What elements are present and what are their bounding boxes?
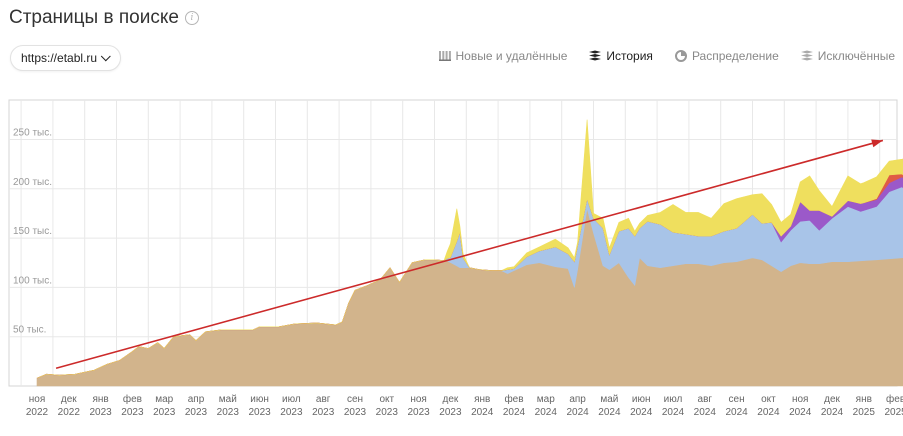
- stack-icon: [589, 50, 602, 61]
- x-tick-year: 2024: [757, 407, 780, 418]
- series-area-yellow: [36, 119, 903, 379]
- x-tick-year: 2023: [376, 407, 399, 418]
- tab-history[interactable]: История: [589, 49, 653, 63]
- x-tick-month: окт: [379, 394, 394, 405]
- tab-new-and-removed[interactable]: Новые и удалённые: [438, 49, 568, 63]
- x-tick-month: июн: [250, 394, 269, 405]
- x-tick-month: апр: [188, 394, 205, 405]
- x-tick-year: 2024: [471, 407, 494, 418]
- x-tick-month: авг: [316, 394, 331, 405]
- x-tick-month: сен: [347, 394, 363, 405]
- view-tabs: Новые и удалённые История Распределение …: [438, 49, 895, 63]
- page-title: Страницы в поиске i: [9, 7, 199, 29]
- x-tick-year: 2022: [58, 407, 81, 418]
- y-tick-label: 100 тыс.: [13, 275, 52, 286]
- tab-distribution-label: Распределение: [691, 49, 779, 63]
- x-tick-year: 2023: [312, 407, 335, 418]
- x-tick-month: янв: [92, 394, 108, 405]
- x-tick-year: 2023: [439, 407, 462, 418]
- x-tick-year: 2022: [26, 407, 49, 418]
- x-tick-month: ноя: [29, 394, 46, 405]
- info-icon[interactable]: i: [184, 11, 199, 25]
- y-tick-label: 50 тыс.: [13, 325, 46, 336]
- x-tick-year: 2023: [185, 407, 208, 418]
- trend-arrow-line: [55, 139, 884, 370]
- pie-icon: [674, 50, 687, 62]
- x-tick-month: май: [219, 394, 237, 405]
- y-tick-label: 200 тыс.: [13, 177, 52, 188]
- x-tick-year: 2024: [789, 407, 812, 418]
- x-tick-year: 2025: [884, 407, 903, 418]
- x-tick-year: 2023: [217, 407, 240, 418]
- x-tick-year: 2024: [566, 407, 589, 418]
- x-tick-year: 2024: [725, 407, 748, 418]
- x-tick-year: 2024: [630, 407, 653, 418]
- x-tick-year: 2024: [662, 407, 685, 418]
- y-tick-label: 150 тыс.: [13, 226, 52, 237]
- bars-icon: [438, 51, 451, 61]
- excluded-stack-icon: [800, 50, 813, 61]
- tab-distribution[interactable]: Распределение: [674, 49, 779, 63]
- x-tick-month: фев: [504, 393, 523, 405]
- x-tick-month: фев: [123, 393, 142, 405]
- x-tick-month: фев: [886, 393, 903, 405]
- x-tick-month: июл: [282, 394, 301, 405]
- site-select[interactable]: https://etabl.ru: [10, 45, 122, 71]
- tab-history-label: История: [606, 49, 653, 63]
- x-tick-month: дек: [443, 394, 459, 405]
- x-tick-year: 2024: [535, 407, 558, 418]
- x-tick-year: 2023: [344, 407, 367, 418]
- x-tick-month: дек: [61, 394, 77, 405]
- y-tick-label: 250 тыс.: [13, 127, 52, 138]
- tab-excluded-label: Исключённые: [817, 49, 895, 63]
- x-tick-month: янв: [474, 394, 490, 405]
- x-tick-year: 2023: [280, 407, 303, 418]
- x-tick-year: 2024: [694, 407, 717, 418]
- x-tick-month: июн: [632, 394, 651, 405]
- x-tick-month: ноя: [792, 394, 809, 405]
- x-tick-month: апр: [569, 394, 586, 405]
- x-tick-year: 2023: [407, 407, 430, 418]
- x-tick-year: 2024: [821, 407, 844, 418]
- x-tick-month: дек: [824, 394, 840, 405]
- tab-new-and-removed-label: Новые и удалённые: [455, 49, 568, 63]
- x-tick-year: 2024: [598, 407, 621, 418]
- x-tick-month: ноя: [410, 394, 427, 405]
- x-tick-year: 2024: [503, 407, 526, 418]
- x-tick-month: окт: [761, 394, 776, 405]
- x-tick-year: 2025: [853, 407, 876, 418]
- site-select-value: https://etabl.ru: [21, 51, 98, 65]
- tab-excluded[interactable]: Исключённые: [800, 49, 895, 63]
- x-tick-month: сен: [729, 394, 745, 405]
- page-title-text: Страницы в поиске: [9, 7, 179, 28]
- x-tick-year: 2023: [121, 407, 144, 418]
- trend-arrow-head: [871, 139, 883, 148]
- x-tick-year: 2023: [89, 407, 112, 418]
- x-tick-month: мар: [537, 394, 555, 405]
- x-tick-month: мар: [155, 394, 173, 405]
- x-tick-month: янв: [856, 394, 872, 405]
- x-tick-year: 2023: [153, 407, 176, 418]
- x-tick-month: авг: [698, 394, 713, 405]
- x-tick-month: июл: [664, 394, 683, 405]
- x-tick-year: 2023: [248, 407, 271, 418]
- x-tick-month: май: [600, 394, 618, 405]
